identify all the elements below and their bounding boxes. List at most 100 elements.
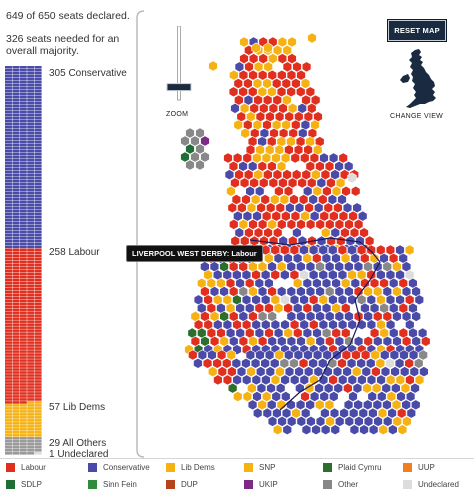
constituency-hex[interactable] (380, 366, 391, 378)
constituency-hex[interactable] (265, 366, 276, 378)
constituency-hex[interactable] (229, 218, 239, 230)
constituency-hex[interactable] (405, 374, 415, 386)
constituency-hex[interactable] (382, 415, 393, 427)
constituency-hex[interactable] (301, 424, 312, 436)
constituency-hex[interactable] (267, 160, 277, 172)
constituency-hex[interactable] (389, 349, 400, 361)
constituency-hex[interactable] (330, 169, 340, 181)
constituency-hex[interactable] (280, 374, 290, 386)
constituency-hex[interactable] (381, 382, 392, 394)
constituency-hex[interactable] (367, 391, 377, 402)
constituency-hex[interactable] (325, 415, 335, 427)
constituency-hex[interactable] (341, 185, 351, 197)
constituency-hex[interactable] (340, 227, 350, 239)
constituency-hex[interactable] (282, 61, 293, 73)
constituency-hex[interactable] (281, 78, 292, 89)
constituency-hex[interactable] (303, 366, 314, 378)
constituency-hex[interactable] (348, 407, 359, 419)
constituency-hex[interactable] (261, 374, 271, 386)
constituency-hex[interactable] (357, 210, 368, 222)
constituency-hex[interactable] (227, 382, 238, 394)
constituency-hex[interactable] (242, 374, 252, 386)
constituency-hex[interactable] (286, 218, 297, 230)
constituency-hex[interactable] (329, 210, 339, 222)
constituency-hex[interactable] (263, 169, 273, 181)
constituency-hex[interactable] (282, 424, 293, 436)
constituency-hex[interactable] (319, 391, 329, 402)
constituency-hex[interactable] (311, 424, 321, 436)
constituency-hex[interactable] (231, 357, 242, 369)
constituency-hex[interactable] (239, 36, 249, 48)
constituency-hex[interactable] (289, 374, 300, 386)
constituency-hex[interactable] (230, 177, 240, 189)
constituency-hex[interactable] (329, 407, 340, 419)
constituency-hex[interactable] (300, 152, 310, 164)
constituency-hex[interactable] (272, 169, 283, 181)
constituency-hex[interactable] (342, 366, 352, 378)
constituency-hex[interactable] (401, 399, 411, 411)
constituency-hex[interactable] (327, 194, 338, 205)
constituency-hex[interactable] (227, 366, 237, 378)
constituency-hex[interactable] (197, 349, 208, 361)
constituency-hex[interactable] (399, 366, 410, 378)
constituency-hex[interactable] (234, 227, 244, 239)
constituency-hex[interactable] (331, 185, 342, 197)
constituency-hex[interactable] (236, 366, 247, 378)
constituency-hex[interactable] (258, 53, 268, 65)
constituency-hex[interactable] (253, 227, 264, 239)
constituency-hex[interactable] (248, 86, 258, 98)
constituency-hex[interactable] (253, 169, 264, 181)
constituency-hex[interactable] (402, 415, 412, 427)
constituency-hex[interactable] (258, 177, 269, 189)
constituency-hex[interactable] (243, 78, 253, 89)
constituency-hex[interactable] (362, 382, 372, 394)
constituency-hex[interactable] (284, 366, 295, 378)
constituency-hex[interactable] (348, 210, 358, 222)
constituency-hex[interactable] (180, 151, 190, 163)
constituency-hex[interactable] (354, 415, 364, 427)
constituency-hex[interactable] (296, 218, 306, 230)
constituency-hex[interactable] (260, 357, 270, 369)
constituency-hex[interactable] (388, 424, 398, 436)
constituency-hex[interactable] (314, 382, 324, 394)
constituency-hex[interactable] (238, 218, 249, 230)
constituency-hex[interactable] (287, 53, 297, 65)
constituency-hex[interactable] (353, 218, 364, 230)
constituency-hex[interactable] (306, 177, 317, 189)
constituency-hex[interactable] (253, 407, 263, 419)
constituency-hex[interactable] (240, 127, 250, 139)
constituency-hex[interactable] (286, 415, 297, 427)
constituency-hex[interactable] (281, 407, 292, 419)
constituency-hex[interactable] (327, 357, 338, 369)
constituency-hex[interactable] (267, 69, 278, 81)
constituency-hex[interactable] (325, 218, 335, 230)
constituency-hex[interactable] (353, 399, 363, 411)
constituency-hex[interactable] (242, 152, 252, 164)
constituency-hex[interactable] (360, 349, 371, 361)
constituency-hex[interactable] (266, 382, 276, 394)
constituency-hex[interactable] (262, 407, 273, 419)
constituency-hex[interactable] (323, 202, 334, 214)
constituency-hex[interactable] (326, 177, 336, 189)
constituency-hex[interactable] (313, 202, 324, 214)
constituency-hex[interactable] (238, 86, 248, 98)
constituency-hex[interactable] (257, 86, 268, 98)
constituency-hex[interactable] (349, 424, 360, 436)
constituency-hex[interactable] (356, 357, 366, 369)
constituency-hex[interactable] (234, 61, 245, 73)
constituency-hex[interactable] (234, 169, 244, 181)
constituency-hex[interactable] (262, 78, 272, 89)
constituency-hex[interactable] (305, 160, 316, 172)
constituency-hex[interactable] (300, 407, 311, 419)
constituency-hex[interactable] (272, 227, 283, 239)
constituency-hex[interactable] (309, 391, 320, 402)
constituency-hex[interactable] (271, 391, 281, 402)
constituency-hex[interactable] (233, 391, 243, 402)
constituency-hex[interactable] (260, 194, 270, 205)
constituency-hex[interactable] (300, 391, 310, 402)
constituency-hex[interactable] (333, 202, 343, 214)
constituency-hex[interactable] (257, 69, 268, 81)
constituency-hex[interactable] (338, 210, 349, 222)
constituency-hex[interactable] (320, 169, 331, 181)
constituency-hex[interactable] (292, 61, 302, 73)
